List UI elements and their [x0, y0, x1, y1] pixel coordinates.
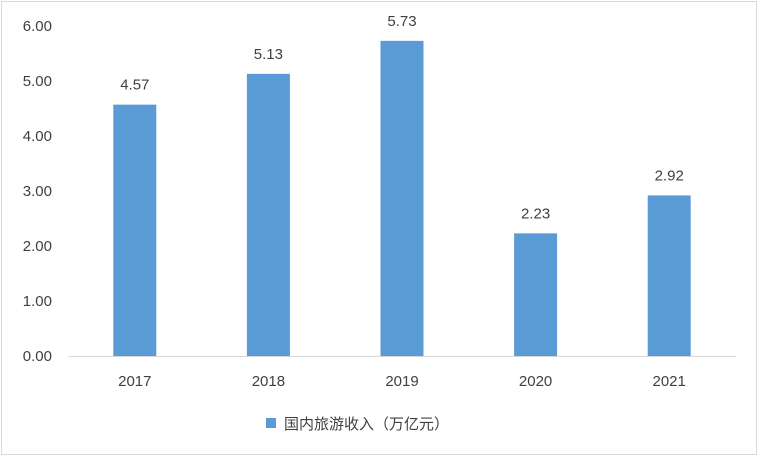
y-tick-label: 4.00 [23, 128, 52, 145]
y-tick-label: 6.00 [23, 18, 52, 35]
data-label: 4.57 [120, 77, 149, 94]
x-tick-label: 2019 [385, 373, 418, 390]
legend-swatch [266, 418, 276, 428]
bar [113, 104, 157, 357]
data-label: 2.23 [521, 205, 550, 222]
data-label: 5.73 [387, 13, 416, 30]
bar [647, 195, 691, 356]
x-tick-label: 2018 [252, 373, 285, 390]
bar [514, 233, 558, 356]
bars [113, 40, 691, 357]
data-labels: 4.57 5.13 5.73 2.23 2.92 [120, 13, 684, 223]
y-tick-label: 1.00 [23, 293, 52, 310]
bar [380, 40, 424, 356]
x-tick-label: 2021 [653, 373, 686, 390]
legend-label: 国内旅游收入（万亿元） [284, 415, 449, 433]
data-label: 5.13 [254, 46, 283, 63]
y-tick-label: 5.00 [23, 73, 52, 90]
bar [246, 73, 290, 356]
y-tick-label: 0.00 [23, 348, 52, 365]
legend: 国内旅游收入（万亿元） [266, 415, 449, 433]
y-axis-ticks: 0.00 1.00 2.00 3.00 4.00 5.00 6.00 [23, 18, 52, 365]
x-tick-label: 2020 [519, 373, 552, 390]
data-label: 2.92 [655, 167, 684, 184]
x-tick-label: 2017 [118, 373, 151, 390]
y-tick-label: 3.00 [23, 183, 52, 200]
y-tick-label: 2.00 [23, 238, 52, 255]
x-axis-ticks: 2017 2018 2019 2020 2021 [118, 373, 686, 390]
